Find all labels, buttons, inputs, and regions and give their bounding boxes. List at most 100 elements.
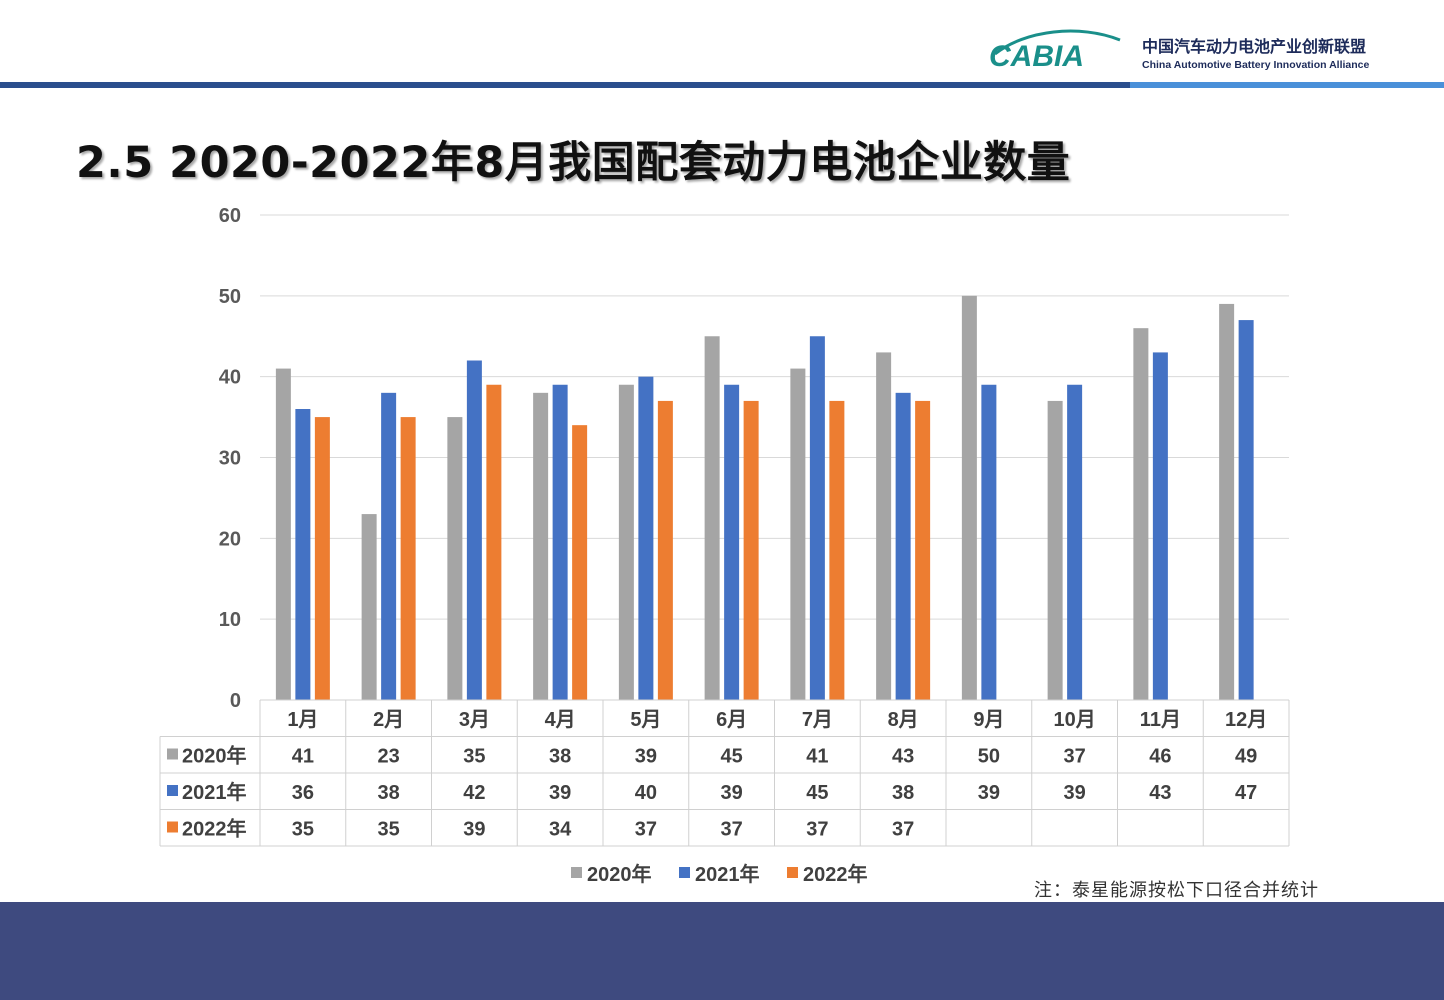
x-tick-label: 5月 [630, 709, 661, 731]
data-label: 35 [378, 819, 400, 841]
bar [876, 352, 892, 700]
data-label: 39 [1064, 782, 1086, 804]
x-tick-label: 9月 [973, 709, 1004, 731]
legend-label: 2021年 [695, 862, 760, 886]
chart-y-ticks: 0 10 20 30 40 50 60 [219, 205, 241, 712]
bar [1238, 320, 1254, 700]
y-tick-label: 0 [230, 690, 241, 712]
data-label: 39 [635, 746, 657, 768]
bar [1133, 328, 1149, 700]
data-label: 41 [806, 746, 828, 768]
bar [981, 384, 997, 700]
footer-band [0, 902, 1444, 1000]
data-label: 37 [1064, 746, 1086, 768]
bar [1047, 400, 1063, 700]
bar [447, 417, 463, 700]
logo-text: 中国汽车动力电池产业创新联盟 China Automotive Battery … [1142, 33, 1369, 71]
x-tick-label: 10月 [1054, 709, 1096, 731]
bar [895, 392, 911, 700]
x-tick-label: 12月 [1225, 709, 1267, 731]
bar [361, 514, 377, 700]
legend-label: 2020年 [587, 862, 652, 886]
table-legend-key [167, 785, 178, 796]
data-label: 45 [806, 782, 828, 804]
table-series-label: 2020年 [182, 744, 247, 768]
data-label: 38 [892, 782, 914, 804]
legend-key [787, 867, 798, 878]
header-divider-accent [1130, 82, 1444, 88]
data-label: 50 [978, 746, 1000, 768]
footnote: 注：泰星能源按松下口径合并统计 [1034, 880, 1319, 901]
data-label: 37 [806, 819, 828, 841]
y-tick-label: 60 [219, 205, 241, 227]
bar [704, 336, 720, 700]
bar [961, 295, 977, 700]
bar [466, 360, 482, 700]
header-divider [0, 82, 1130, 88]
data-label: 35 [292, 819, 314, 841]
bar [295, 409, 311, 700]
x-tick-label: 4月 [545, 709, 576, 731]
bar [314, 417, 330, 700]
bar [638, 376, 654, 700]
data-label: 43 [1149, 782, 1171, 804]
y-tick-label: 50 [219, 286, 241, 308]
y-tick-label: 30 [219, 448, 241, 470]
org-name-en: China Automotive Battery Innovation Alli… [1142, 59, 1370, 71]
x-tick-label: 8月 [888, 709, 919, 731]
y-tick-label: 10 [219, 609, 241, 631]
data-label: 45 [721, 746, 743, 768]
data-label: 47 [1235, 782, 1257, 804]
bar [657, 400, 673, 700]
data-label: 42 [463, 782, 485, 804]
bar [1152, 352, 1168, 700]
bar [915, 400, 931, 700]
table-legend-key [167, 748, 178, 760]
org-name-cn: 中国汽车动力电池产业创新联盟 [1142, 37, 1367, 56]
bar [724, 384, 740, 700]
logo-mark: CABIA [989, 40, 1084, 73]
x-tick-label: 3月 [459, 709, 490, 731]
chart-bars [275, 295, 1254, 700]
bar [618, 384, 634, 700]
legend-key [571, 867, 582, 878]
chart-data-table: 1月 2月 3月 4月 5月 6月 7月 8月 9月 10月 11月 12月 2020年 41 23 35 38… [159, 699, 1290, 847]
chart-legend: 2020年 2021年 2022年 [571, 862, 868, 886]
data-label: 39 [549, 782, 571, 804]
table-legend-key [167, 821, 178, 833]
x-tick-label: 6月 [716, 709, 747, 731]
x-tick-label: 11月 [1140, 709, 1181, 731]
bar [381, 392, 397, 700]
data-label: 39 [721, 782, 743, 804]
bar [743, 400, 759, 700]
x-tick-label: 7月 [802, 709, 833, 731]
y-tick-label: 20 [219, 528, 241, 550]
data-label: 40 [635, 782, 657, 804]
data-label: 38 [378, 782, 400, 804]
header: CABIA 中国汽车动力电池产业创新联盟 China Automotive Ba… [0, 0, 1444, 90]
chart-gridlines [260, 214, 1289, 620]
bar-chart: 0 10 20 30 40 50 60 1月 2月 3月 4月 5月 6月 7月 8月 9月 10月 11月 12… [159, 205, 1290, 886]
data-label: 37 [721, 819, 743, 841]
x-tick-label: 1月 [287, 709, 318, 731]
table-series-label: 2022年 [182, 817, 247, 841]
logo-swoosh [994, 29, 1121, 56]
y-tick-label: 40 [219, 367, 241, 389]
data-label: 35 [463, 746, 485, 768]
data-label: 46 [1149, 746, 1171, 768]
legend-label: 2022年 [803, 862, 868, 886]
table-series-label: 2021年 [182, 780, 247, 804]
data-label: 43 [892, 746, 914, 768]
data-label: 39 [978, 782, 1000, 804]
data-label: 39 [463, 819, 485, 841]
data-label: 41 [292, 746, 314, 768]
bar [400, 417, 416, 700]
data-label: 23 [378, 746, 400, 768]
bar [533, 392, 549, 700]
bar [275, 368, 291, 700]
data-label: 37 [892, 819, 914, 841]
data-label: 37 [635, 819, 657, 841]
bar [829, 400, 845, 700]
cabia-logo: CABIA [989, 29, 1121, 73]
bar [1219, 303, 1235, 700]
